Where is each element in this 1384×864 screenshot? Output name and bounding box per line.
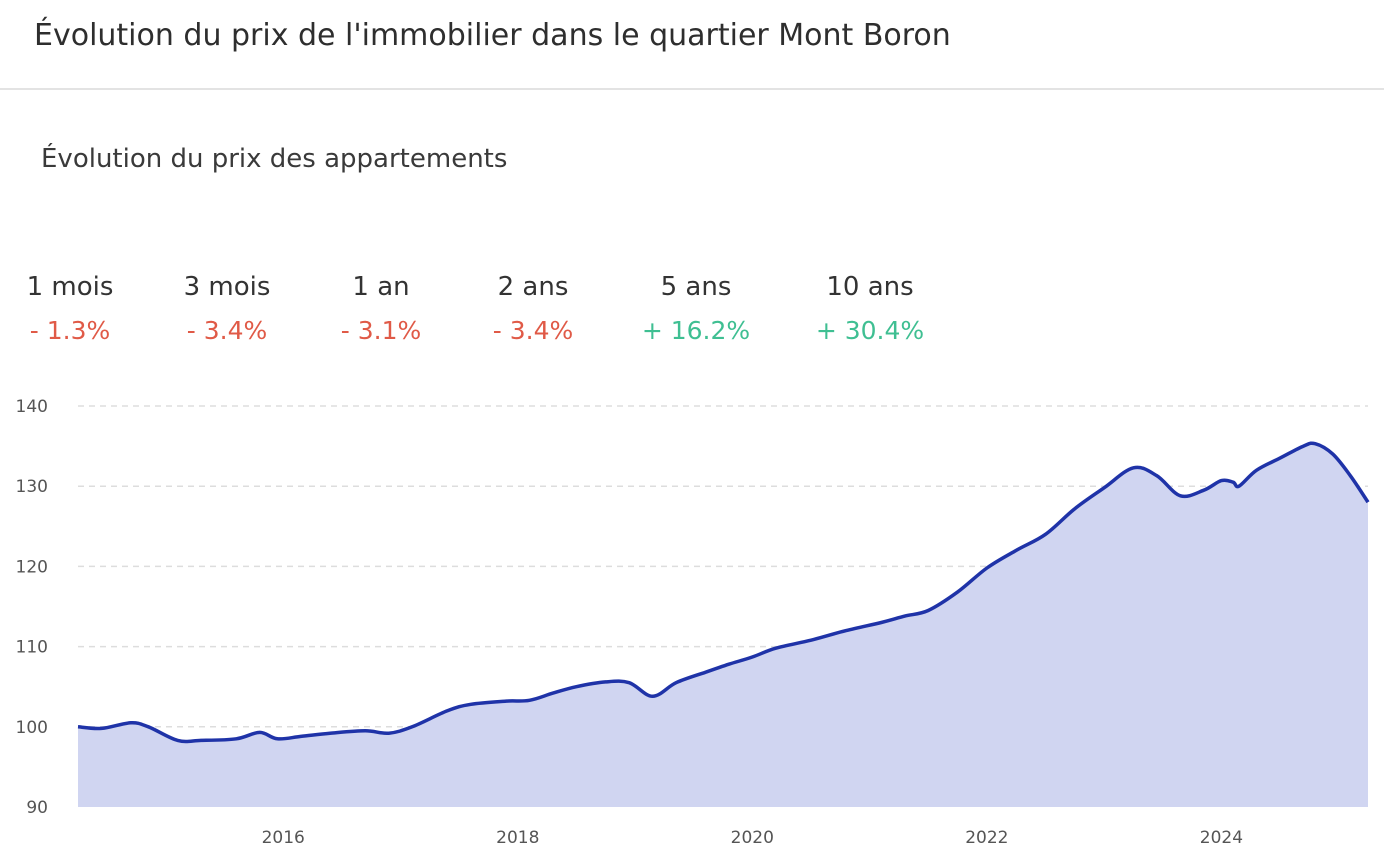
chart-grid [78,405,1368,728]
stat-value: - 3.4% [492,316,574,345]
x-tick-label: 2018 [496,828,539,848]
stat-label: 1 an [352,272,410,302]
stat-value: - 3.4% [186,316,268,345]
stat-2-years: 2 ans - 3.4% [453,270,613,348]
stat-1-year: 1 an - 3.1% [301,270,461,348]
price-index-chart: 90 100 110 120 130 140 2016 2018 2020 2022 2024 [16,397,1370,848]
stat-label: 5 ans [660,272,732,302]
y-tick-label: 140 [16,397,48,417]
x-tick-label: 2022 [965,828,1008,848]
stat-1-month: 1 mois - 1.3% [0,270,150,348]
y-tick-label: 90 [26,798,48,818]
page-title: Évolution du prix de l'immobilier dans l… [34,18,951,53]
stat-value: + 16.2% [641,316,751,345]
stat-label: 10 ans [826,272,914,302]
stat-5-years: 5 ans + 16.2% [616,270,776,348]
stat-label: 3 mois [183,272,271,302]
price-line [77,441,1370,744]
stat-value: - 3.1% [340,316,422,345]
y-tick-label: 130 [16,477,48,497]
stat-label: 1 mois [26,272,114,302]
stat-value: + 30.4% [815,316,925,345]
y-tick-label: 100 [16,718,48,738]
x-tick-label: 2016 [262,828,305,848]
x-tick-label: 2024 [1200,828,1243,848]
stat-10-years: 10 ans + 30.4% [790,270,950,348]
y-axis-labels: 90 100 110 120 130 140 [16,397,48,818]
stat-3-months: 3 mois - 3.4% [147,270,307,348]
price-area-fill [78,443,1368,807]
y-tick-label: 120 [16,557,48,577]
page-header: Évolution du prix de l'immobilier dans l… [0,0,1384,90]
stat-value: - 1.3% [29,316,111,345]
x-axis-labels: 2016 2018 2020 2022 2024 [262,828,1243,848]
stat-label: 2 ans [497,272,569,302]
price-change-stats: 1 mois - 1.3% 3 mois - 3.4% 1 an - 3.1% … [0,270,1000,360]
section-title: Évolution du prix des appartements [41,144,508,174]
y-tick-label: 110 [16,638,48,658]
x-tick-label: 2020 [731,828,774,848]
